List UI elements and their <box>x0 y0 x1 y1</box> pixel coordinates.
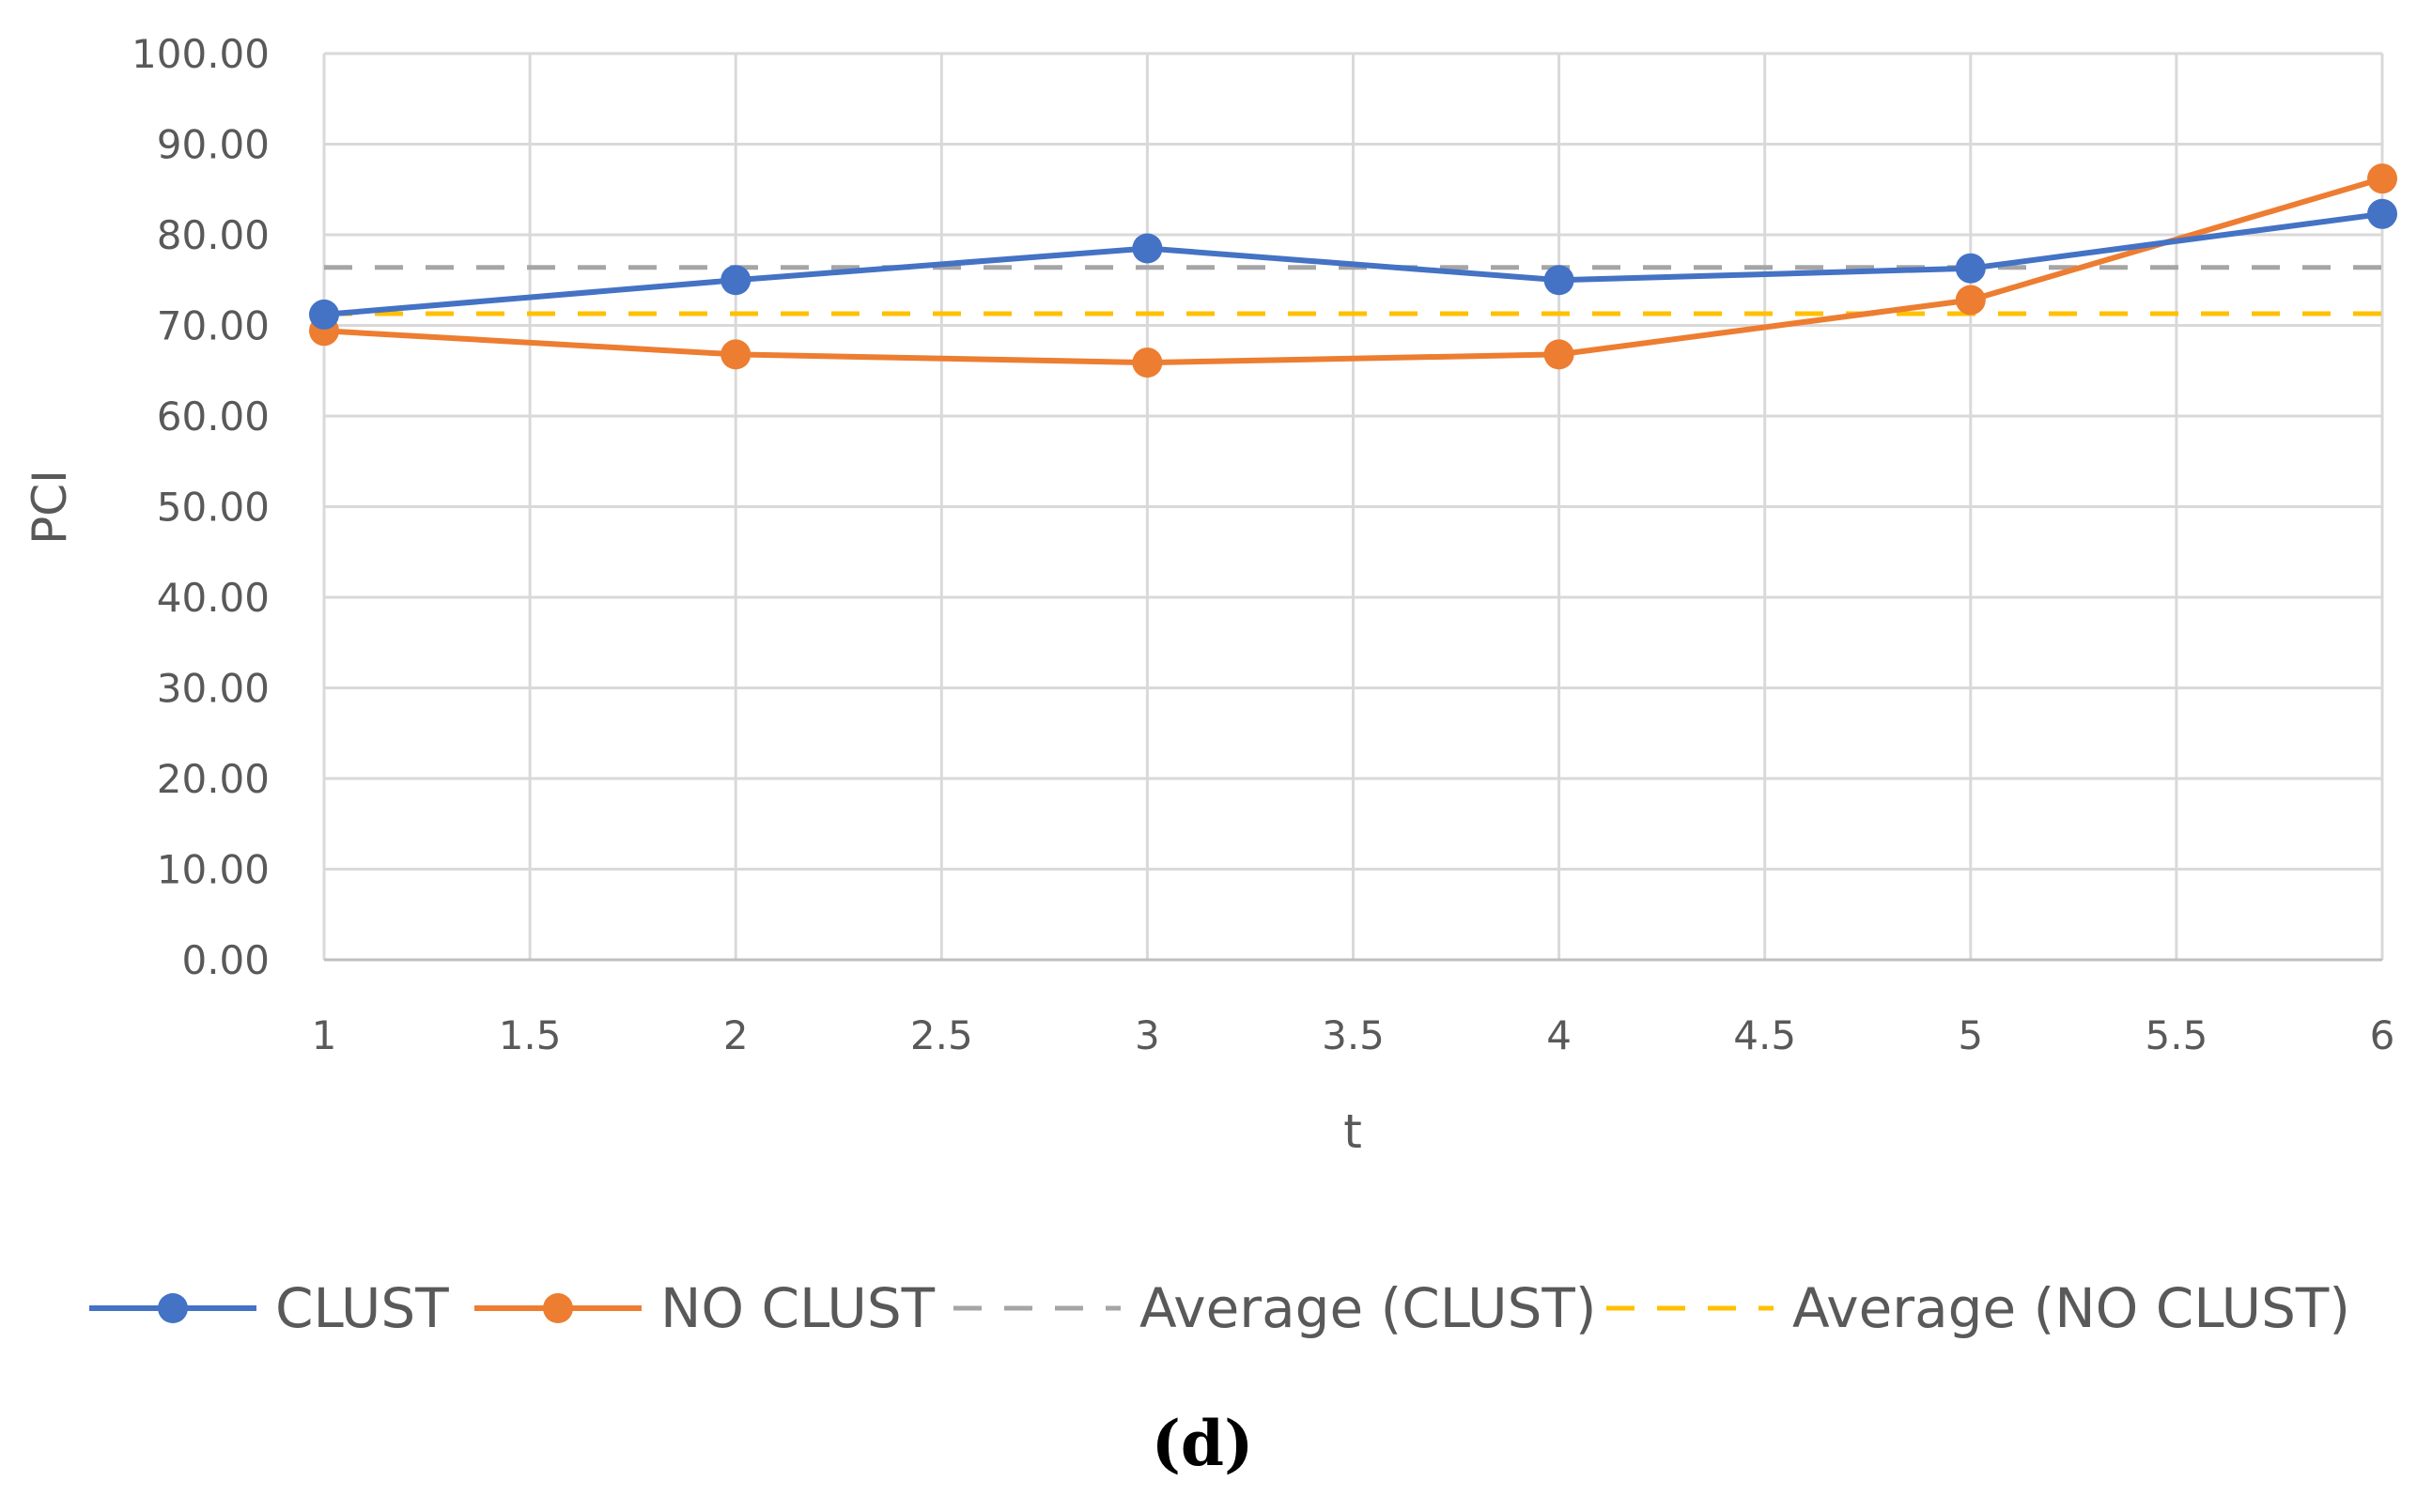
data-point <box>309 299 339 330</box>
x-tick-label: 3 <box>1135 1012 1160 1058</box>
x-tick-label: 6 <box>2370 1012 2395 1058</box>
y-tick-label: 50.00 <box>157 485 270 531</box>
legend: CLUST NO CLUST Average (CLUST) Average (NO … <box>89 1276 2350 1340</box>
data-point <box>1132 233 1163 264</box>
grid <box>322 52 2384 962</box>
y-tick-label: 30.00 <box>157 666 270 712</box>
figure-caption: (d) <box>1152 1407 1254 1480</box>
data-point <box>1132 347 1163 378</box>
legend-marker <box>158 1293 188 1323</box>
series-line <box>323 176 2383 366</box>
y-tick-label: 100.00 <box>132 31 270 77</box>
x-tick-label: 4.5 <box>1733 1012 1796 1058</box>
data-point <box>1955 285 1986 316</box>
x-tick-labels: 1 1.5 2 2.5 3 3.5 4 4.5 5 5.5 6 <box>312 1012 2395 1058</box>
series <box>309 163 2397 378</box>
legend-label: Average (NO CLUST) <box>1792 1276 2350 1340</box>
y-tick-label: 60.00 <box>157 393 270 440</box>
y-tick-label: 90.00 <box>157 122 270 168</box>
y-tick-label: 20.00 <box>157 756 270 802</box>
y-tick-label: 70.00 <box>157 303 270 349</box>
series-no-clust <box>309 163 2397 378</box>
series-clust <box>309 198 2397 330</box>
x-tick-label: 1 <box>312 1012 337 1058</box>
y-axis-title: PCI <box>23 470 77 545</box>
legend-item: Average (CLUST) <box>953 1276 1597 1340</box>
y-tick-label: 40.00 <box>157 575 270 621</box>
legend-label: CLUST <box>275 1276 449 1340</box>
legend-label: NO CLUST <box>660 1276 936 1340</box>
data-point <box>1543 339 1574 370</box>
x-tick-label: 3.5 <box>1322 1012 1385 1058</box>
data-point <box>720 265 751 296</box>
legend-item: CLUST <box>89 1276 449 1340</box>
data-point <box>1543 265 1574 296</box>
y-tick-labels: 0.00 10.00 20.00 30.00 40.00 50.00 60.00 70.00 8… <box>132 31 270 983</box>
y-tick-label: 10.00 <box>157 847 270 893</box>
x-tick-label: 4 <box>1546 1012 1572 1058</box>
x-axis-title: t <box>1343 1104 1362 1159</box>
data-point <box>1955 253 1986 284</box>
x-tick-label: 1.5 <box>499 1012 562 1058</box>
legend-item: NO CLUST <box>474 1276 936 1340</box>
x-tick-label: 2.5 <box>910 1012 973 1058</box>
data-point <box>2367 198 2397 229</box>
x-tick-label: 2 <box>723 1012 749 1058</box>
data-point <box>720 339 751 370</box>
y-tick-label: 80.00 <box>157 212 270 258</box>
legend-marker <box>543 1293 573 1323</box>
data-point <box>2367 163 2397 194</box>
series-line <box>323 210 2383 317</box>
legend-label: Average (CLUST) <box>1139 1276 1597 1340</box>
x-tick-label: 5.5 <box>2146 1012 2208 1058</box>
x-tick-label: 5 <box>1958 1012 1983 1058</box>
y-tick-label: 0.00 <box>181 937 270 983</box>
legend-item: Average (NO CLUST) <box>1606 1276 2350 1340</box>
